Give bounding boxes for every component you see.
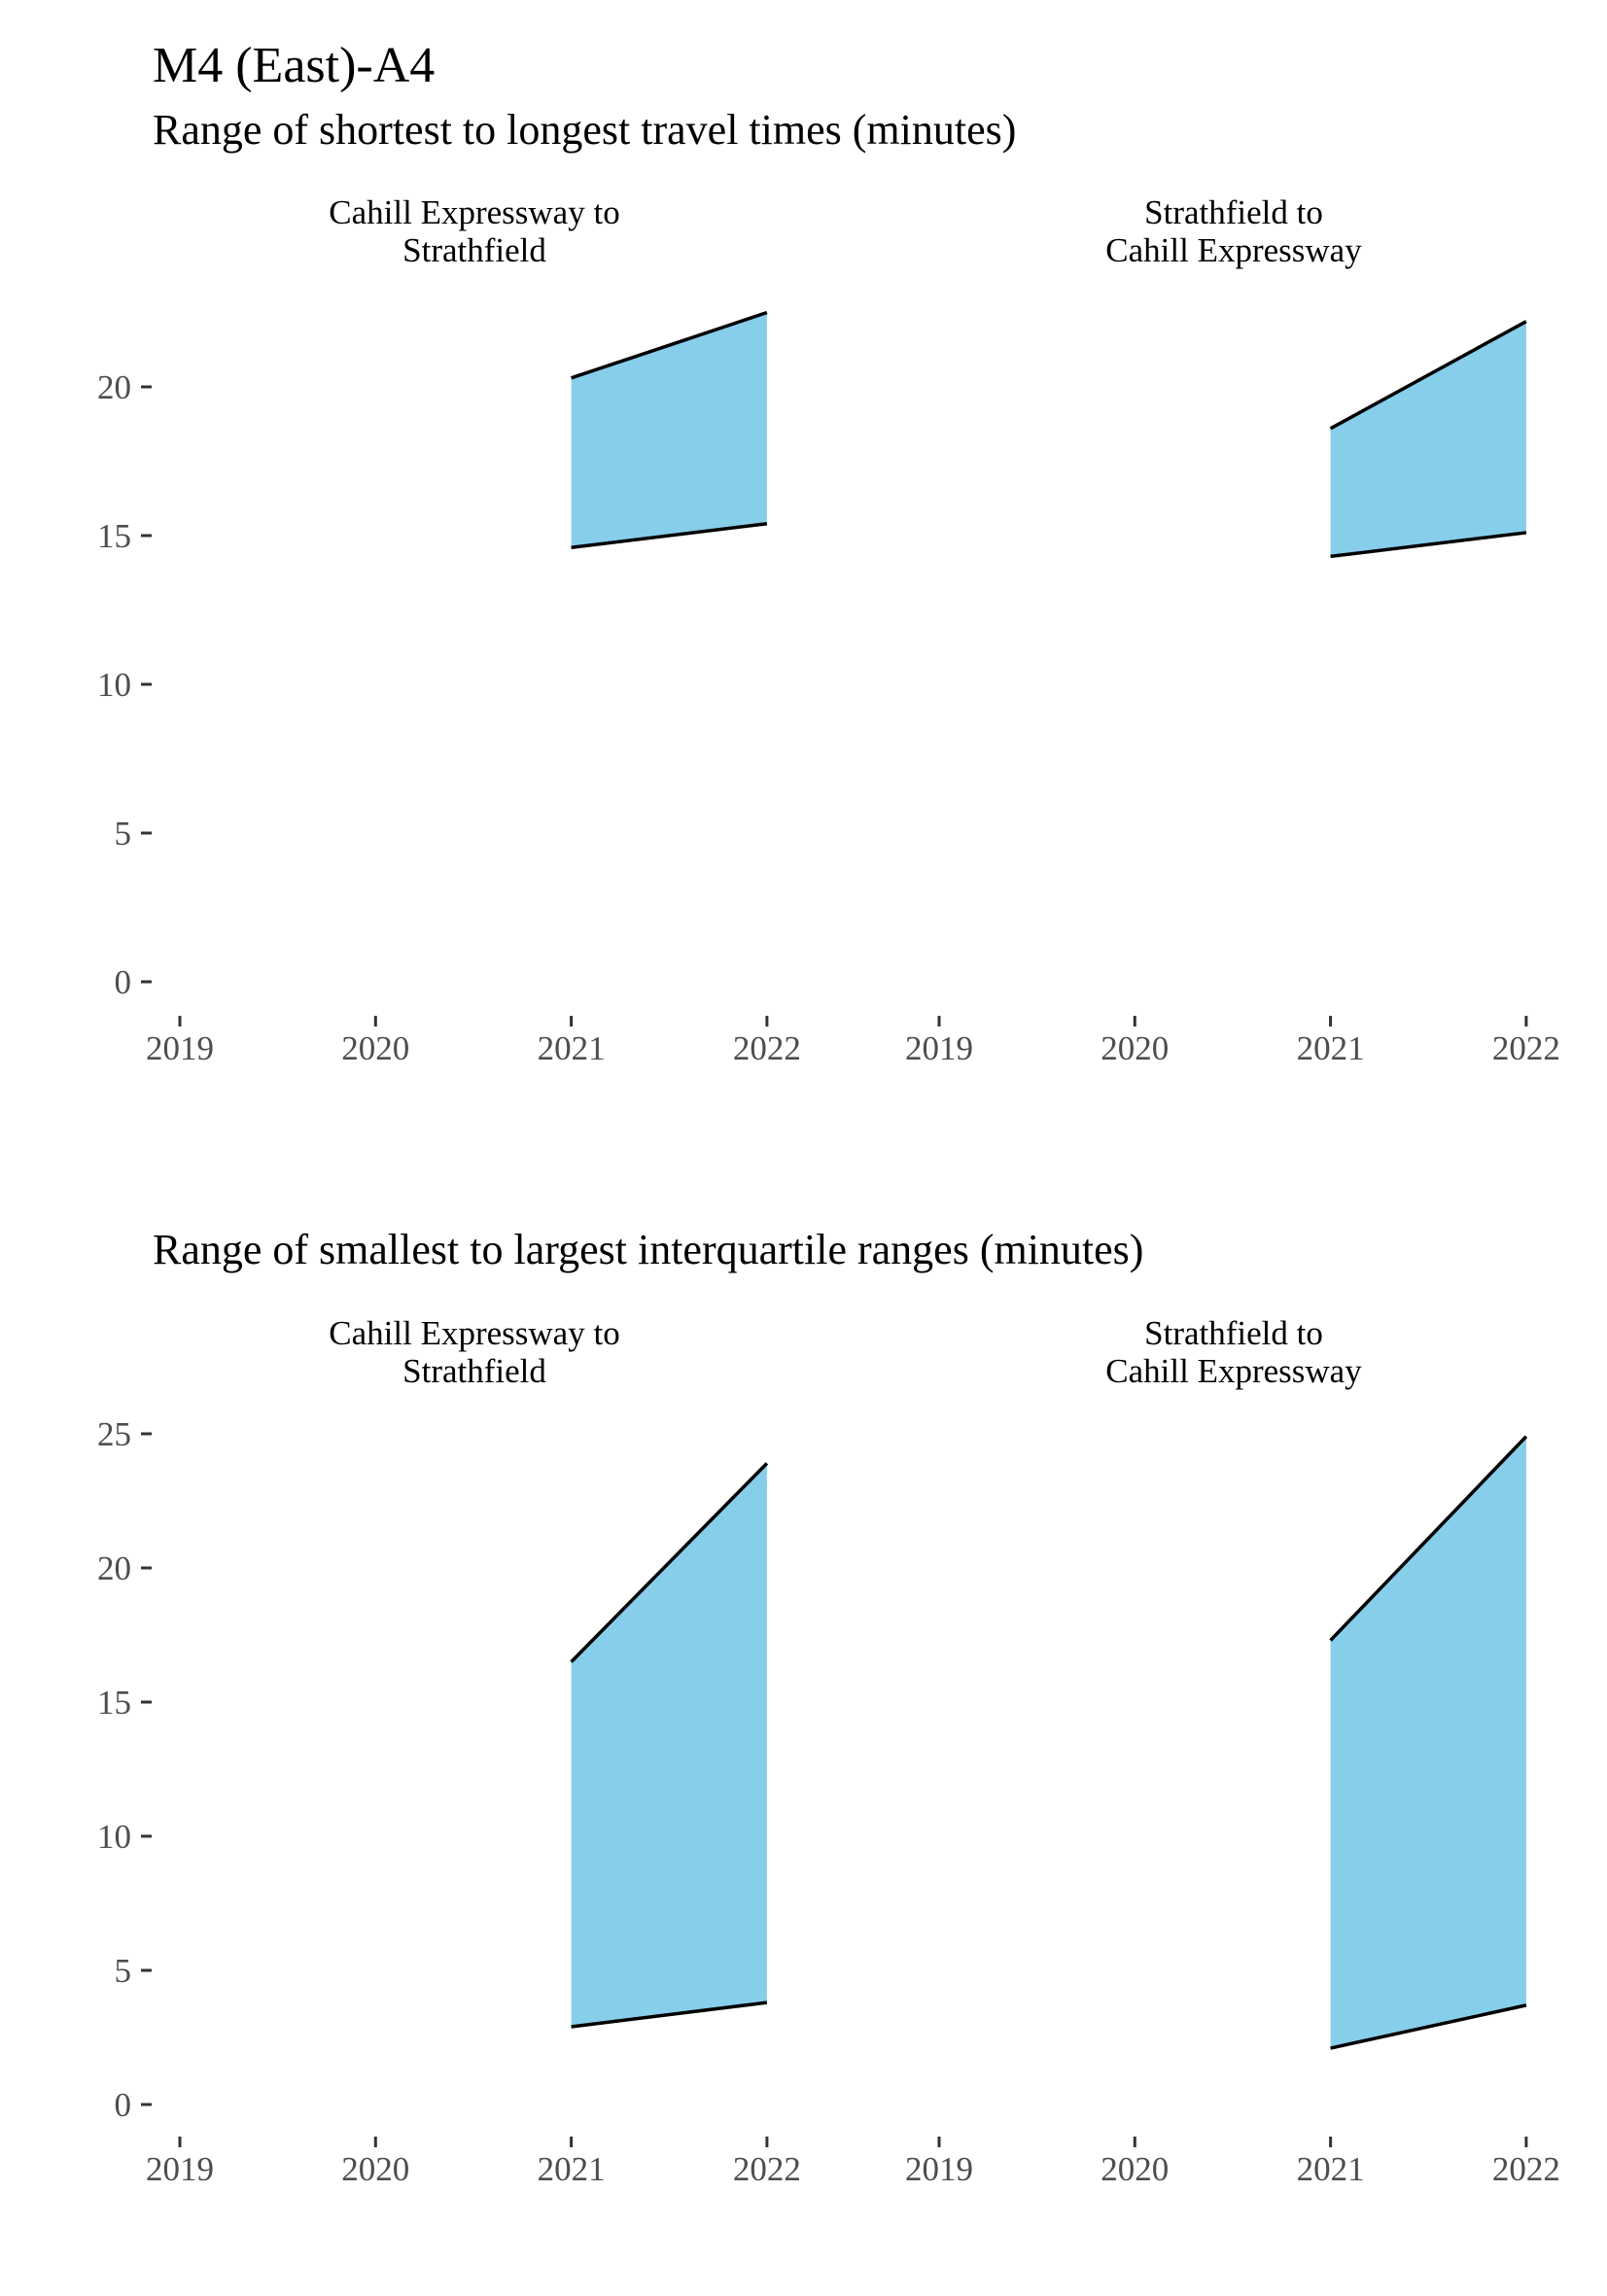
x-tick-label: 2021 [1297,2150,1365,2188]
chart-1: Range of shortest to longest travel time… [97,106,1560,1067]
x-tick-label: 2019 [146,1029,214,1067]
facet-label-line: Strathfield [402,1352,546,1390]
x-axis: 2019 2020 2021 2022 [146,1016,801,1067]
x-tick-label: 2020 [341,1029,409,1067]
lower-line [571,2000,768,2029]
x-tick-label: 2019 [146,2150,214,2188]
facet-label: Cahill Expressway to Strathfield [329,1314,619,1390]
facet-label-line: Strathfield to [1144,193,1323,231]
chart-2: Range of smallest to largest interquarti… [97,1226,1560,2188]
x-tick-label: 2019 [905,1029,973,1067]
facet-label: Strathfield to Cahill Expressway [1105,193,1362,269]
x-tick-label: 2021 [1297,1029,1365,1067]
x-tick-label: 2022 [733,2150,801,2188]
range-band [1330,321,1526,557]
x-tick-label: 2021 [538,1029,606,1067]
facet-label-line: Cahill Expressway to [329,1314,619,1352]
x-tick-label: 2020 [341,2150,409,2188]
range-band [571,312,767,548]
y-tick-label: 25 [97,1415,131,1453]
x-tick-label: 2019 [905,2150,973,2188]
x-tick-label: 2022 [733,1029,801,1067]
y-tick-label: 0 [115,963,132,1001]
x-axis: 2019 2020 2021 2022 [146,2137,801,2188]
chart-subtitle: Range of shortest to longest travel time… [153,106,1016,154]
y-tick-label: 5 [115,1952,132,1990]
facet-label-line: Cahill Expressway to [329,193,619,231]
figure-title: M4 (East)-A4 [153,38,435,93]
plots: Range of shortest to longest travel time… [97,106,1560,2188]
upper-line [571,310,768,380]
x-tick-label: 2022 [1492,1029,1560,1067]
y-axis: 0 5 10 15 20 25 [97,1415,152,2124]
range-band [1330,1436,1526,2049]
range-band [571,1463,767,2027]
lower-line [1330,531,1527,559]
x-axis: 2019 2020 2021 2022 [905,1016,1560,1067]
x-axis: 2019 2020 2021 2022 [905,2137,1560,2188]
upper-line [1329,320,1527,431]
y-tick-label: 0 [115,2086,132,2124]
facet-label-line: Strathfield [402,231,546,269]
facet-label-line: Cahill Expressway [1105,1352,1362,1390]
x-tick-label: 2020 [1100,2150,1169,2188]
facet-label-line: Strathfield to [1144,1314,1323,1352]
upper-line [570,1462,769,1663]
y-tick-label: 20 [97,368,131,406]
facet-label: Cahill Expressway to Strathfield [329,193,619,269]
lower-line [1330,2003,1527,2050]
y-tick-label: 10 [97,1818,131,1856]
chart-subtitle: Range of smallest to largest interquarti… [153,1226,1143,1273]
y-tick-label: 15 [97,517,131,555]
facet-label-line: Cahill Expressway [1105,231,1362,269]
x-tick-label: 2022 [1492,2150,1560,2188]
y-axis: 0 5 10 15 20 [97,368,152,1001]
y-tick-label: 20 [97,1549,131,1587]
y-tick-label: 15 [97,1684,131,1722]
y-tick-label: 10 [97,666,131,704]
facet-label: Strathfield to Cahill Expressway [1105,1314,1362,1390]
upper-line [1329,1435,1528,1642]
x-tick-label: 2020 [1100,1029,1169,1067]
lower-line [571,522,768,549]
y-tick-label: 5 [115,815,132,852]
x-tick-label: 2021 [538,2150,606,2188]
